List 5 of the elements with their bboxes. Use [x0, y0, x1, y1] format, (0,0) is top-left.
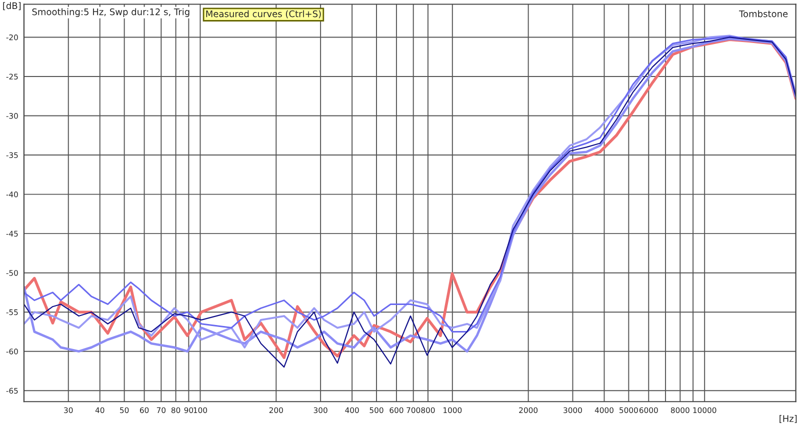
annotation: Measured curves (Ctrl+S) [206, 10, 321, 18]
chart-title: Smoothing:5 Hz, Swp dur:12 s, Trig [32, 8, 190, 17]
y-axis-title: [dB] [3, 2, 21, 10]
annotation: Tombstone [738, 10, 788, 18]
x-axis-title: [Hz] [780, 414, 797, 424]
